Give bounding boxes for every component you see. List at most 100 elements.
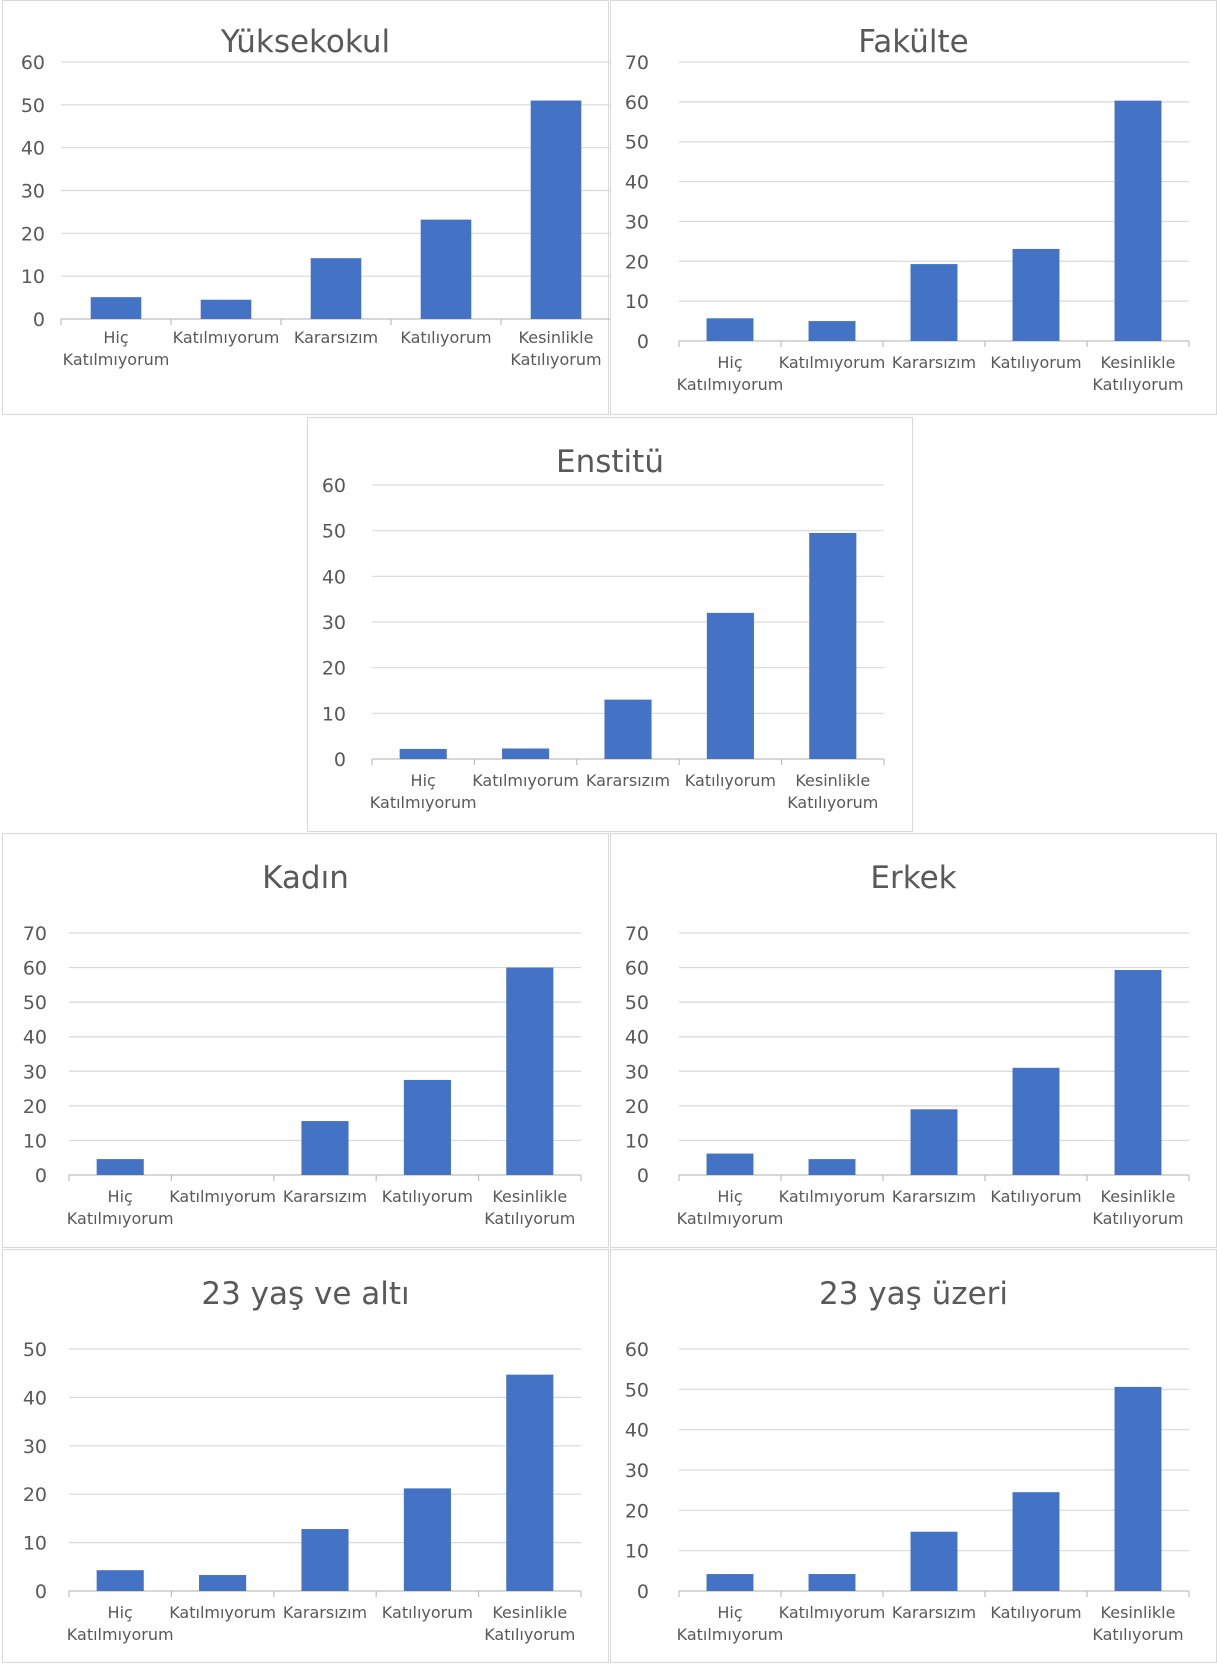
y-tick-label: 50 xyxy=(625,1379,649,1401)
bar xyxy=(809,321,856,341)
chart-plot: 0 10 20 30 40 50 60 Hiç KatılmıyorumKatılmıyorum… xyxy=(308,418,914,833)
bar xyxy=(1013,1492,1060,1591)
x-tick-label: Kararsızım xyxy=(294,328,378,347)
chart-panel-enstitu: Enstitü 0 10 20 30 40 50 60 Hiç Katılmıyorum Katı… xyxy=(307,417,913,832)
y-tick-label: 40 xyxy=(23,1387,47,1409)
bar xyxy=(502,748,549,759)
y-tick-label: 40 xyxy=(625,1027,649,1049)
bar xyxy=(301,1121,348,1175)
y-tick-label: 0 xyxy=(637,1165,649,1187)
bar xyxy=(809,1574,856,1591)
chart-plot: 0 10 20 30 40 50 60 Hiç KatılmıyorumKatılmıyorum… xyxy=(611,1250,1217,1664)
x-tick-label: Katılmıyorum xyxy=(779,1187,886,1206)
y-tick-label: 10 xyxy=(625,291,649,313)
x-tick-label: Katılıyorum xyxy=(990,353,1081,372)
y-tick-label: 10 xyxy=(625,1130,649,1152)
x-tick-label: Katılıyorum xyxy=(400,328,491,347)
bar xyxy=(201,300,252,319)
x-tick-label: Kararsızım xyxy=(892,1603,976,1622)
y-tick-label: 50 xyxy=(625,992,649,1014)
chart-plot: 0 10 20 30 40 50 60 70 Hiç KatılmıyorumKatılmıyor… xyxy=(3,834,610,1249)
y-tick-label: 40 xyxy=(21,138,45,160)
x-tick-label: Hiç Katılmıyorum xyxy=(63,328,170,369)
chart-panel-23-yas-uzeri: 23 yaş üzeri 0 10 20 30 40 50 60 Hiç Katılmıyoru… xyxy=(610,1249,1217,1663)
y-tick-label: 50 xyxy=(23,1339,47,1361)
x-tick-label: Hiç Katılmıyorum xyxy=(677,1603,784,1644)
y-tick-label: 30 xyxy=(625,211,649,233)
bar xyxy=(421,220,472,319)
y-tick-label: 20 xyxy=(21,223,45,245)
bar xyxy=(506,968,553,1175)
chart-plot: 0 10 20 30 40 50 60 70 Hiç KatılmıyorumKatılmıyor… xyxy=(611,834,1217,1249)
bar xyxy=(707,613,754,759)
x-tick-label: Kesinlikle Katılıyorum xyxy=(1092,353,1183,394)
y-tick-label: 30 xyxy=(625,1460,649,1482)
y-tick-label: 20 xyxy=(23,1484,47,1506)
y-tick-label: 40 xyxy=(625,1420,649,1442)
y-tick-label: 70 xyxy=(625,52,649,74)
chart-panel-fakulte: Fakülte 0 10 20 30 40 50 60 70 Hiç Katılmıyorum Ka… xyxy=(610,0,1217,415)
bar xyxy=(404,1080,451,1175)
bar xyxy=(531,101,582,319)
y-tick-label: 30 xyxy=(21,181,45,203)
x-tick-label: Hiç Katılmıyorum xyxy=(370,771,477,812)
y-tick-label: 50 xyxy=(322,521,346,543)
y-tick-label: 60 xyxy=(625,92,649,114)
chart-plot: 0 10 20 30 40 50 60 70 Hiç KatılmıyorumKatılmıyor… xyxy=(611,1,1217,416)
bar xyxy=(707,1574,754,1591)
bar xyxy=(400,749,447,759)
y-tick-label: 20 xyxy=(23,1096,47,1118)
bar xyxy=(1013,1068,1060,1175)
y-tick-label: 30 xyxy=(625,1061,649,1083)
bar xyxy=(301,1529,348,1591)
y-tick-label: 10 xyxy=(21,266,45,288)
bar xyxy=(97,1570,144,1591)
x-tick-label: Kararsızım xyxy=(586,771,670,790)
y-tick-label: 60 xyxy=(322,475,346,497)
y-tick-label: 50 xyxy=(21,95,45,117)
y-tick-label: 50 xyxy=(625,132,649,154)
bar xyxy=(91,297,142,319)
bar xyxy=(404,1488,451,1591)
x-tick-label: Katılıyorum xyxy=(990,1187,1081,1206)
y-tick-label: 10 xyxy=(23,1130,47,1152)
y-tick-label: 0 xyxy=(33,309,45,331)
x-tick-label: Hiç Katılmıyorum xyxy=(677,353,784,394)
bar xyxy=(1115,101,1162,341)
y-tick-label: 40 xyxy=(322,566,346,588)
x-tick-label: Kararsızım xyxy=(283,1603,367,1622)
bar xyxy=(707,318,754,341)
y-tick-label: 70 xyxy=(23,923,47,945)
x-tick-label: Kesinlikle Katılıyorum xyxy=(484,1603,575,1644)
x-tick-label: Katılıyorum xyxy=(685,771,776,790)
y-tick-label: 60 xyxy=(625,958,649,980)
y-tick-label: 50 xyxy=(23,992,47,1014)
bar xyxy=(809,1159,856,1175)
x-tick-label: Katılmıyorum xyxy=(779,1603,886,1622)
x-tick-label: Katılmıyorum xyxy=(779,353,886,372)
y-tick-label: 0 xyxy=(334,749,346,771)
bar xyxy=(97,1159,144,1175)
x-tick-label: Katılmıyorum xyxy=(169,1187,276,1206)
y-tick-label: 60 xyxy=(21,52,45,74)
y-tick-label: 60 xyxy=(23,958,47,980)
bar xyxy=(604,700,651,759)
bar xyxy=(199,1575,246,1591)
x-tick-label: Kesinlikle Katılıyorum xyxy=(484,1187,575,1228)
y-tick-label: 70 xyxy=(625,923,649,945)
x-tick-label: Kesinlikle Katılıyorum xyxy=(1092,1603,1183,1644)
x-tick-label: Kesinlikle Katılıyorum xyxy=(510,328,601,369)
chart-plot: 01020304050Hiç KatılmıyorumKatılmıyorum Ka… xyxy=(3,1250,610,1664)
x-tick-label: Kararsızım xyxy=(283,1187,367,1206)
y-tick-label: 30 xyxy=(23,1061,47,1083)
bar xyxy=(809,533,856,759)
x-tick-label: Hiç Katılmıyorum xyxy=(67,1187,174,1228)
x-tick-label: Katılmıyorum xyxy=(472,771,579,790)
y-tick-label: 20 xyxy=(625,251,649,273)
x-tick-label: Katılıyorum xyxy=(382,1603,473,1622)
y-tick-label: 20 xyxy=(322,658,346,680)
x-tick-label: Hiç Katılmıyorum xyxy=(67,1603,174,1644)
y-tick-label: 40 xyxy=(625,172,649,194)
chart-panel-erkek: Erkek 0 10 20 30 40 50 60 70 Hiç Katılmıyorum Katı… xyxy=(610,833,1217,1248)
bar xyxy=(707,1154,754,1175)
